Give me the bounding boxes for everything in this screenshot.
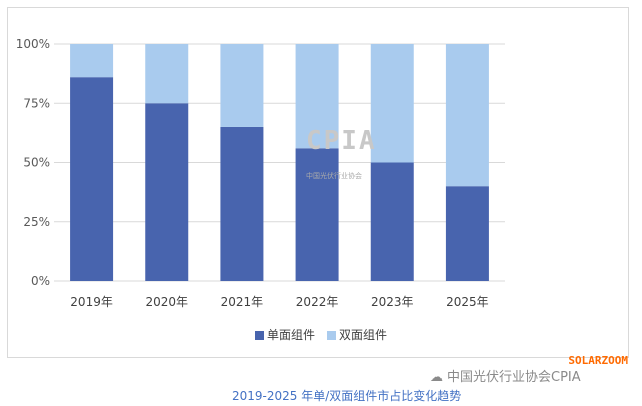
chart-caption: 2019-2025 年单/双面组件市占比变化趋势 bbox=[232, 389, 462, 403]
wechat-icon: ☁ bbox=[430, 370, 443, 385]
legend-item-mono: 单面组件 bbox=[254, 328, 315, 343]
y-tick-label: 50% bbox=[23, 156, 50, 170]
legend: 单面组件 双面组件 bbox=[0, 328, 642, 343]
brand-watermark: SOLARZOOM bbox=[568, 354, 628, 367]
x-tick-label: 2022年 bbox=[296, 295, 339, 309]
bar-segment bbox=[145, 44, 189, 104]
x-tick-label: 2023年 bbox=[371, 295, 414, 309]
legend-item-bifacial: 双面组件 bbox=[327, 328, 387, 343]
account-name: 中国光伏行业协会CPIA bbox=[447, 370, 581, 385]
wechat-account: ☁ 中国光伏行业协会CPIA bbox=[430, 370, 581, 385]
y-tick-label: 100% bbox=[16, 37, 50, 51]
bar-segment bbox=[370, 44, 414, 163]
x-tick-label: 2025年 bbox=[446, 295, 489, 309]
legend-swatch bbox=[254, 331, 264, 340]
bar-segment bbox=[220, 126, 264, 281]
bar-segment bbox=[70, 77, 114, 282]
legend-label: 双面组件 bbox=[339, 328, 388, 342]
bar-segment bbox=[70, 44, 114, 78]
bar-segment bbox=[445, 44, 489, 187]
y-tick-label: 75% bbox=[23, 96, 50, 110]
y-tick-label: 0% bbox=[31, 274, 50, 288]
y-tick-label: 25% bbox=[23, 215, 50, 229]
x-tick-label: 2020年 bbox=[145, 295, 188, 309]
cpia-watermark-subtitle: 中国光伏行业协会 bbox=[306, 172, 362, 180]
legend-label: 单面组件 bbox=[266, 328, 315, 342]
bar-segment bbox=[145, 103, 189, 281]
bar-segment bbox=[445, 186, 489, 281]
x-tick-label: 2021年 bbox=[221, 295, 264, 309]
bar-segment bbox=[295, 44, 339, 149]
chart-frame bbox=[7, 7, 629, 358]
bar-segment bbox=[370, 162, 414, 281]
legend-swatch bbox=[327, 331, 336, 340]
x-tick-label: 2019年 bbox=[70, 295, 113, 309]
bar-segment bbox=[220, 44, 264, 127]
bar-segment bbox=[295, 148, 339, 281]
cpia-watermark-logo: CPIA bbox=[306, 126, 377, 156]
